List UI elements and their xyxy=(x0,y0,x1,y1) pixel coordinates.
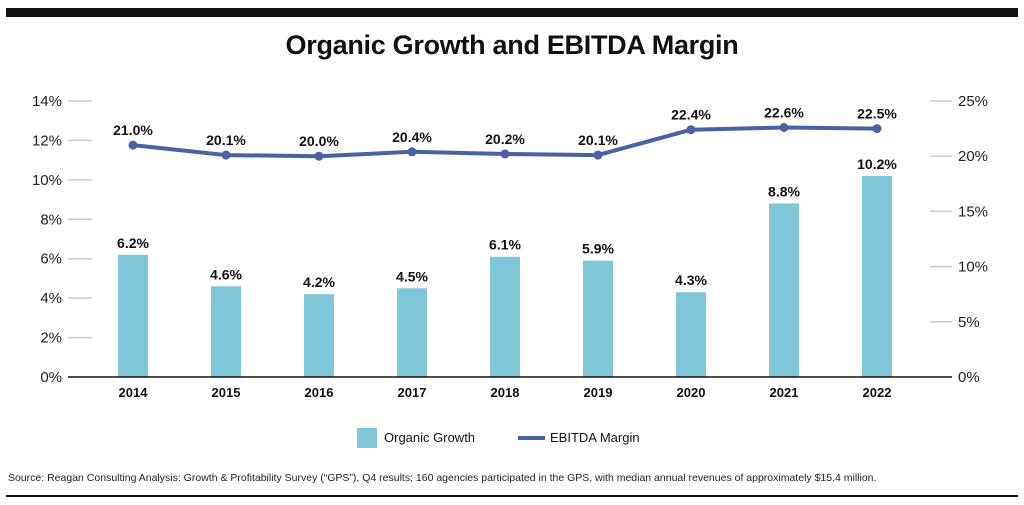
legend-label-organic-growth: Organic Growth xyxy=(384,430,475,445)
top-rule xyxy=(6,8,1018,17)
line-data-label: 21.0% xyxy=(113,122,153,138)
right-tick-label: 5% xyxy=(958,314,980,331)
line-data-label: 22.4% xyxy=(671,107,711,123)
right-tick-label: 15% xyxy=(958,203,988,220)
x-tick-label: 2021 xyxy=(770,385,799,400)
bar-data-label: 4.6% xyxy=(210,266,242,282)
bar-organic-growth xyxy=(583,260,613,377)
x-tick-label: 2017 xyxy=(398,385,427,400)
line-point-ebitda-margin xyxy=(686,125,696,135)
line-data-label: 20.2% xyxy=(485,131,525,147)
bar-data-label: 4.3% xyxy=(675,272,707,288)
left-tick-label: 4% xyxy=(40,290,62,307)
line-data-label: 22.6% xyxy=(764,104,804,120)
left-tick-label: 6% xyxy=(40,251,62,268)
x-tick-label: 2018 xyxy=(491,385,520,400)
bar-organic-growth xyxy=(118,254,148,377)
bar-organic-growth xyxy=(862,175,892,377)
line-data-label: 20.1% xyxy=(206,132,246,148)
left-tick-label: 14% xyxy=(32,93,62,110)
x-tick-label: 2014 xyxy=(119,385,149,400)
left-tick-label: 8% xyxy=(40,211,62,228)
bar-organic-growth xyxy=(769,203,799,377)
x-tick-label: 2016 xyxy=(305,385,334,400)
line-point-ebitda-margin xyxy=(593,150,603,160)
bar-organic-growth xyxy=(490,256,520,377)
line-point-ebitda-margin xyxy=(500,149,510,159)
chart-title: Organic Growth and EBITDA Margin xyxy=(285,30,739,60)
right-tick-label: 20% xyxy=(958,148,988,165)
line-point-ebitda-margin xyxy=(407,147,417,157)
right-tick-label: 0% xyxy=(958,369,980,386)
bar-organic-growth xyxy=(304,294,334,377)
line-data-label: 20.0% xyxy=(299,133,339,149)
bar-data-label: 8.8% xyxy=(768,184,800,200)
line-point-ebitda-margin xyxy=(779,122,789,132)
legend-label-ebitda-margin: EBITDA Margin xyxy=(550,430,640,445)
line-point-ebitda-margin xyxy=(221,150,231,160)
line-data-label: 20.4% xyxy=(392,129,432,145)
x-tick-label: 2019 xyxy=(584,385,613,400)
right-tick-label: 10% xyxy=(958,259,988,276)
bottom-rule xyxy=(6,495,1018,497)
bar-data-label: 5.9% xyxy=(582,241,614,257)
bar-data-label: 4.5% xyxy=(396,268,428,284)
combo-chart: 0% 2% 4% 6% 8% 10% 12% 14% 0% 5% 10% 15% 20% 25% 6.2% 4… xyxy=(32,93,988,448)
x-tick-label: 2015 xyxy=(212,385,241,400)
line-point-ebitda-margin xyxy=(314,151,324,161)
bar-organic-growth xyxy=(397,288,427,377)
line-point-ebitda-margin xyxy=(128,140,138,150)
bar-organic-growth xyxy=(676,292,706,377)
legend-swatch-organic-growth xyxy=(357,428,377,448)
line-data-label: 20.1% xyxy=(578,132,618,148)
line-data-label: 22.5% xyxy=(857,106,897,122)
left-tick-label: 10% xyxy=(32,172,62,189)
left-tick-label: 0% xyxy=(40,369,62,386)
x-tick-label: 2022 xyxy=(863,385,892,400)
bar-data-label: 10.2% xyxy=(857,156,897,172)
bar-data-label: 6.2% xyxy=(117,235,149,251)
left-tick-label: 2% xyxy=(40,330,62,347)
source-note: Source: Reagan Consulting Analysis: Grow… xyxy=(8,472,877,484)
left-tick-label: 12% xyxy=(32,132,62,149)
line-point-ebitda-margin xyxy=(872,124,882,134)
right-tick-label: 25% xyxy=(958,93,988,110)
x-tick-label: 2020 xyxy=(677,385,706,400)
bar-organic-growth xyxy=(211,286,241,377)
bar-data-label: 6.1% xyxy=(489,237,521,253)
bar-data-label: 4.2% xyxy=(303,274,335,290)
